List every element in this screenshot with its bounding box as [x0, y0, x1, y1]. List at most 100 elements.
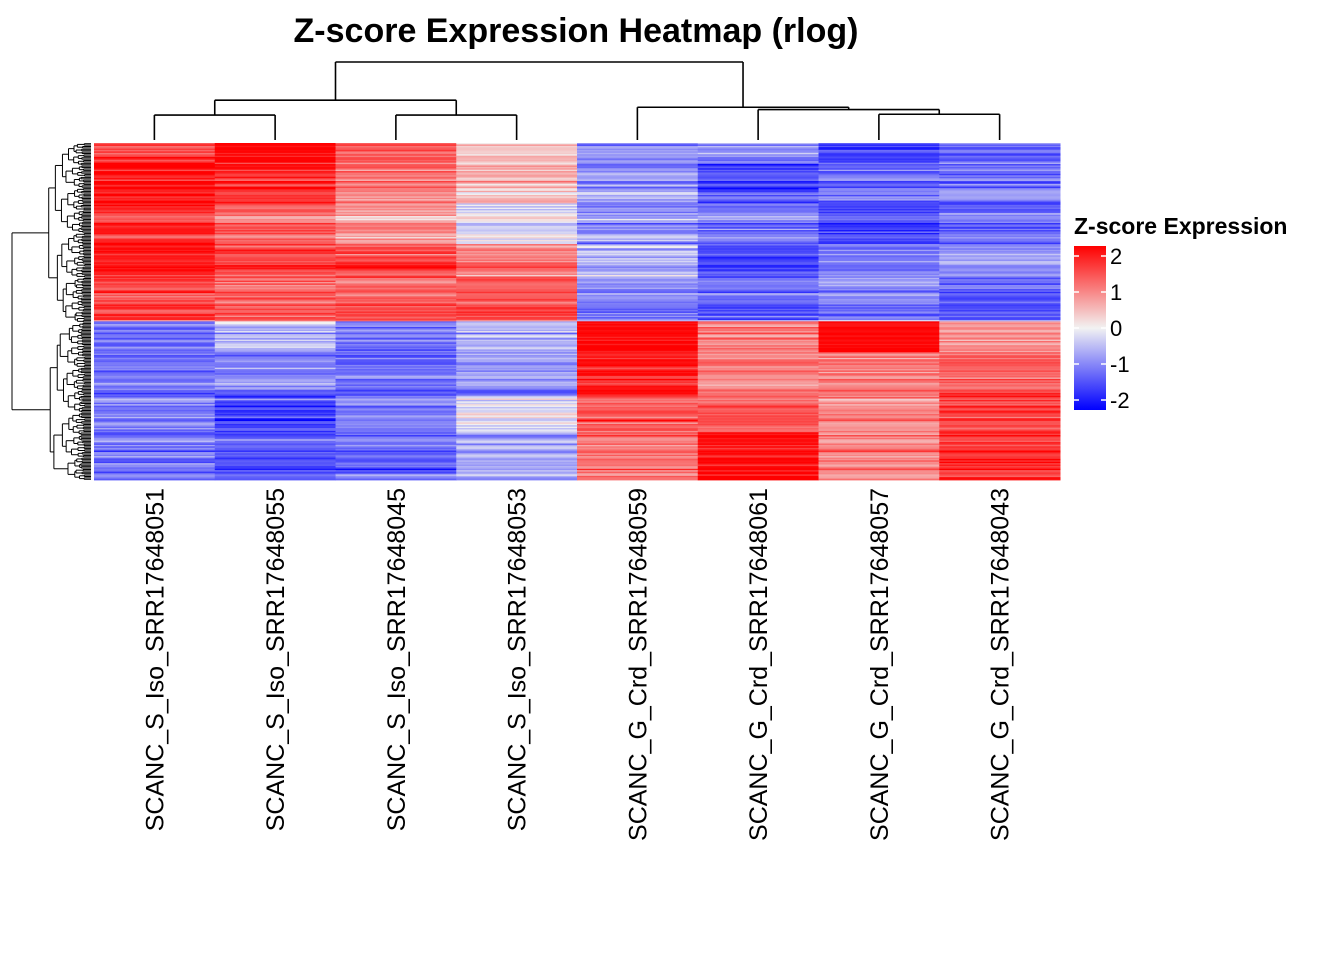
heatmap-cell — [697, 442, 819, 444]
heatmap-cell — [335, 336, 457, 339]
heatmap-cell — [335, 237, 457, 239]
heatmap-cell — [335, 225, 457, 228]
heatmap-cell — [939, 225, 1061, 228]
heatmap-cell — [335, 359, 457, 362]
heatmap-cell — [577, 392, 699, 395]
heatmap-cell — [939, 340, 1061, 343]
heatmap-cell — [939, 322, 1061, 325]
heatmap-cell — [577, 348, 699, 350]
heatmap-cell — [456, 204, 578, 207]
heatmap-cell — [214, 392, 336, 395]
heatmap-cell — [214, 179, 336, 182]
heatmap-cell — [697, 457, 819, 460]
heatmap-cell — [577, 253, 699, 256]
heatmap-cell — [818, 402, 940, 405]
heatmap-cell — [94, 342, 216, 345]
heatmap-cell — [818, 422, 940, 425]
heatmap-cell — [697, 190, 819, 193]
heatmap-cell — [577, 152, 699, 155]
heatmap-cell — [818, 304, 940, 307]
heatmap-cell — [456, 244, 578, 246]
heatmap-cell — [335, 199, 457, 201]
heatmap-cell — [456, 314, 578, 317]
heatmap-cell — [939, 186, 1061, 189]
heatmap-cell — [818, 180, 940, 183]
heatmap-cell — [214, 245, 336, 248]
heatmap-cell — [335, 155, 457, 158]
heatmap-cell — [939, 211, 1061, 214]
heatmap-cell — [94, 392, 216, 395]
column-label: SCANC_G_Crd_SRR17648061 — [745, 488, 773, 841]
heatmap-cell — [335, 307, 457, 310]
heatmap-cell — [94, 187, 216, 190]
heatmap-cell — [214, 356, 336, 359]
heatmap-cell — [939, 217, 1061, 220]
heatmap-cell — [94, 391, 216, 394]
heatmap-cell — [456, 475, 578, 478]
heatmap-cell — [456, 223, 578, 225]
heatmap-cell — [939, 353, 1061, 356]
heatmap-cell — [94, 161, 216, 164]
heatmap-cell — [818, 207, 940, 210]
heatmap-cell — [818, 395, 940, 398]
heatmap-cell — [939, 329, 1061, 332]
heatmap-cell — [214, 465, 336, 468]
heatmap-cell — [818, 224, 940, 227]
heatmap-cell — [94, 214, 216, 217]
heatmap-cell — [335, 169, 457, 172]
heatmap-cell — [697, 259, 819, 262]
heatmap-cell — [214, 214, 336, 217]
heatmap-cell — [818, 211, 940, 214]
heatmap-cell — [577, 404, 699, 406]
heatmap-cell — [456, 157, 578, 159]
heatmap-cell — [94, 472, 216, 475]
heatmap-cell — [939, 155, 1061, 158]
heatmap-cell — [214, 152, 336, 155]
heatmap-cell — [818, 194, 940, 197]
heatmap-cell — [939, 144, 1061, 147]
heatmap-cell — [818, 241, 940, 244]
heatmap-cell — [214, 173, 336, 176]
heatmap-cell — [94, 451, 216, 454]
heatmap-cell — [94, 359, 216, 362]
column-labels: SCANC_S_Iso_SRR17648051 SCANC_S_Iso_SRR17… — [141, 488, 1014, 841]
heatmap-cell — [94, 399, 216, 402]
heatmap-cell — [335, 428, 457, 430]
heatmap-cell — [939, 360, 1061, 363]
heatmap-cell — [939, 359, 1061, 362]
heatmap-cell — [577, 251, 699, 253]
heatmap-cell — [818, 425, 940, 428]
heatmap-cell — [94, 336, 216, 339]
heatmap-cell — [94, 304, 216, 307]
heatmap-cell — [939, 339, 1061, 342]
heatmap-cell — [456, 179, 578, 182]
heatmap-cell — [94, 440, 216, 443]
heatmap-cell — [456, 193, 578, 196]
heatmap-cell — [939, 465, 1061, 468]
heatmap-cell — [939, 350, 1061, 353]
heatmap-cell — [456, 220, 578, 223]
heatmap-cell — [335, 300, 457, 303]
heatmap-cell — [335, 362, 457, 364]
heatmap-cell — [697, 357, 819, 360]
heatmap-cell — [214, 454, 336, 457]
heatmap-cell — [577, 289, 699, 291]
heatmap-cell — [697, 374, 819, 377]
heatmap-cell — [94, 246, 216, 249]
heatmap-cell — [456, 449, 578, 451]
heatmap-cell — [335, 206, 457, 208]
heatmap-cell — [577, 397, 699, 399]
heatmap-cell — [214, 276, 336, 279]
heatmap-cell — [577, 450, 699, 453]
heatmap-cell — [214, 319, 336, 322]
heatmap-cell — [697, 297, 819, 300]
heatmap-cell — [939, 145, 1061, 148]
heatmap-cell — [94, 144, 216, 147]
heatmap-cell — [94, 158, 216, 161]
heatmap-cell — [697, 321, 819, 324]
heatmap-cell — [456, 376, 578, 378]
heatmap-cell — [335, 147, 457, 150]
heatmap-cell — [214, 305, 336, 308]
heatmap-cell — [335, 470, 457, 472]
heatmap-cell — [577, 406, 699, 409]
